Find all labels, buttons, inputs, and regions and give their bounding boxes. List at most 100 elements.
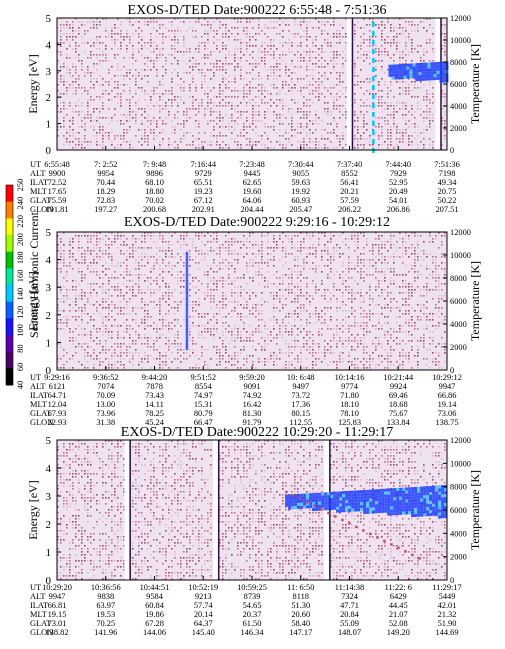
heatmap-cell	[306, 36, 308, 38]
heatmap-cell	[108, 99, 110, 101]
temperature-cell	[427, 65, 431, 69]
heatmap-cell	[300, 295, 302, 297]
heatmap-cell	[330, 60, 332, 62]
heatmap-cell	[123, 138, 125, 140]
heatmap-cell	[66, 280, 68, 282]
heatmap-cell	[264, 114, 266, 116]
heatmap-cell	[294, 292, 296, 294]
heatmap-cell	[249, 42, 251, 44]
heatmap-cell	[396, 42, 398, 44]
heatmap-cell	[435, 268, 437, 270]
heatmap-cell	[117, 238, 119, 240]
heatmap-cell	[255, 307, 257, 309]
heatmap-cell	[177, 105, 179, 107]
heatmap-cell	[414, 24, 416, 26]
heatmap-cell	[207, 99, 209, 101]
heatmap-cell	[195, 99, 197, 101]
heatmap-cell	[135, 247, 137, 249]
heatmap-cell	[339, 36, 341, 38]
heatmap-cell	[114, 57, 116, 59]
heatmap-cell	[69, 102, 71, 104]
heatmap-cell	[369, 81, 371, 83]
heatmap-cell	[360, 69, 362, 71]
heatmap-cell	[210, 69, 212, 71]
heatmap-cell	[300, 310, 302, 312]
heatmap-cell	[153, 138, 155, 140]
heatmap-cell	[201, 316, 203, 318]
heatmap-cell	[324, 340, 326, 342]
heatmap-cell	[135, 135, 137, 137]
heatmap-cell	[411, 268, 413, 270]
heatmap-cell	[219, 117, 221, 119]
heatmap-cell	[231, 117, 233, 119]
heatmap-cell	[384, 271, 386, 273]
heatmap-cell	[219, 132, 221, 134]
heatmap-cell	[111, 277, 113, 279]
heatmap-cell	[261, 232, 263, 234]
heatmap-cell	[96, 144, 98, 146]
heatmap-cell	[81, 310, 83, 312]
heatmap-cell	[249, 235, 251, 237]
heatmap-cell	[336, 289, 338, 291]
heatmap-cell	[360, 99, 362, 101]
heatmap-cell	[138, 256, 140, 258]
heatmap-cell	[438, 232, 440, 234]
heatmap-cell	[315, 144, 317, 146]
heatmap-cell	[216, 271, 218, 273]
heatmap-cell	[72, 268, 74, 270]
heatmap-cell	[144, 280, 146, 282]
heatmap-cell	[258, 304, 260, 306]
heatmap-cell	[132, 250, 134, 252]
heatmap-cell	[168, 138, 170, 140]
heatmap-cell	[381, 280, 383, 282]
heatmap-cell	[93, 268, 95, 270]
heatmap-cell	[201, 144, 203, 146]
heatmap-cell	[249, 18, 251, 20]
heatmap-cell	[72, 256, 74, 258]
heatmap-cell	[180, 244, 182, 246]
heatmap-cell	[291, 33, 293, 35]
heatmap-cell	[138, 277, 140, 279]
heatmap-cell	[309, 84, 311, 86]
heatmap-cell	[444, 138, 446, 140]
heatmap-cell	[402, 117, 404, 119]
heatmap-cell	[417, 256, 419, 258]
heatmap-cell	[69, 87, 71, 89]
heatmap-cell	[87, 265, 89, 267]
heatmap-cell	[177, 96, 179, 98]
heatmap-cell	[144, 253, 146, 255]
heatmap-cell	[189, 334, 191, 336]
heatmap-cell	[369, 283, 371, 285]
heatmap-cell	[123, 337, 125, 339]
heatmap-cell	[309, 132, 311, 134]
heatmap-cell	[339, 289, 341, 291]
heatmap-cell	[171, 120, 173, 122]
heatmap-cell	[375, 277, 377, 279]
heatmap-cell	[390, 81, 392, 83]
heatmap-cell	[318, 265, 320, 267]
heatmap-cell	[378, 126, 380, 128]
heatmap-cell	[234, 325, 236, 327]
heatmap-cell	[345, 286, 347, 288]
heatmap-cell	[159, 307, 161, 309]
heatmap-cell	[243, 274, 245, 276]
heatmap-cell	[159, 141, 161, 143]
heatmap-cell	[387, 96, 389, 98]
heatmap-cell	[408, 292, 410, 294]
heatmap-cell	[327, 63, 329, 65]
heatmap-cell	[303, 328, 305, 330]
heatmap-cell	[291, 108, 293, 110]
heatmap-cell	[354, 316, 356, 318]
heatmap-cell	[345, 126, 347, 128]
heatmap-cell	[174, 289, 176, 291]
heatmap-cell	[162, 129, 164, 131]
heatmap-cell	[429, 123, 431, 125]
heatmap-cell	[375, 48, 377, 50]
heatmap-cell	[66, 81, 68, 83]
heatmap-cell	[240, 117, 242, 119]
heatmap-cell	[357, 147, 359, 149]
heatmap-cell	[105, 117, 107, 119]
heatmap-cell	[252, 129, 254, 131]
heatmap-cell	[249, 298, 251, 300]
heatmap-cell	[369, 265, 371, 267]
